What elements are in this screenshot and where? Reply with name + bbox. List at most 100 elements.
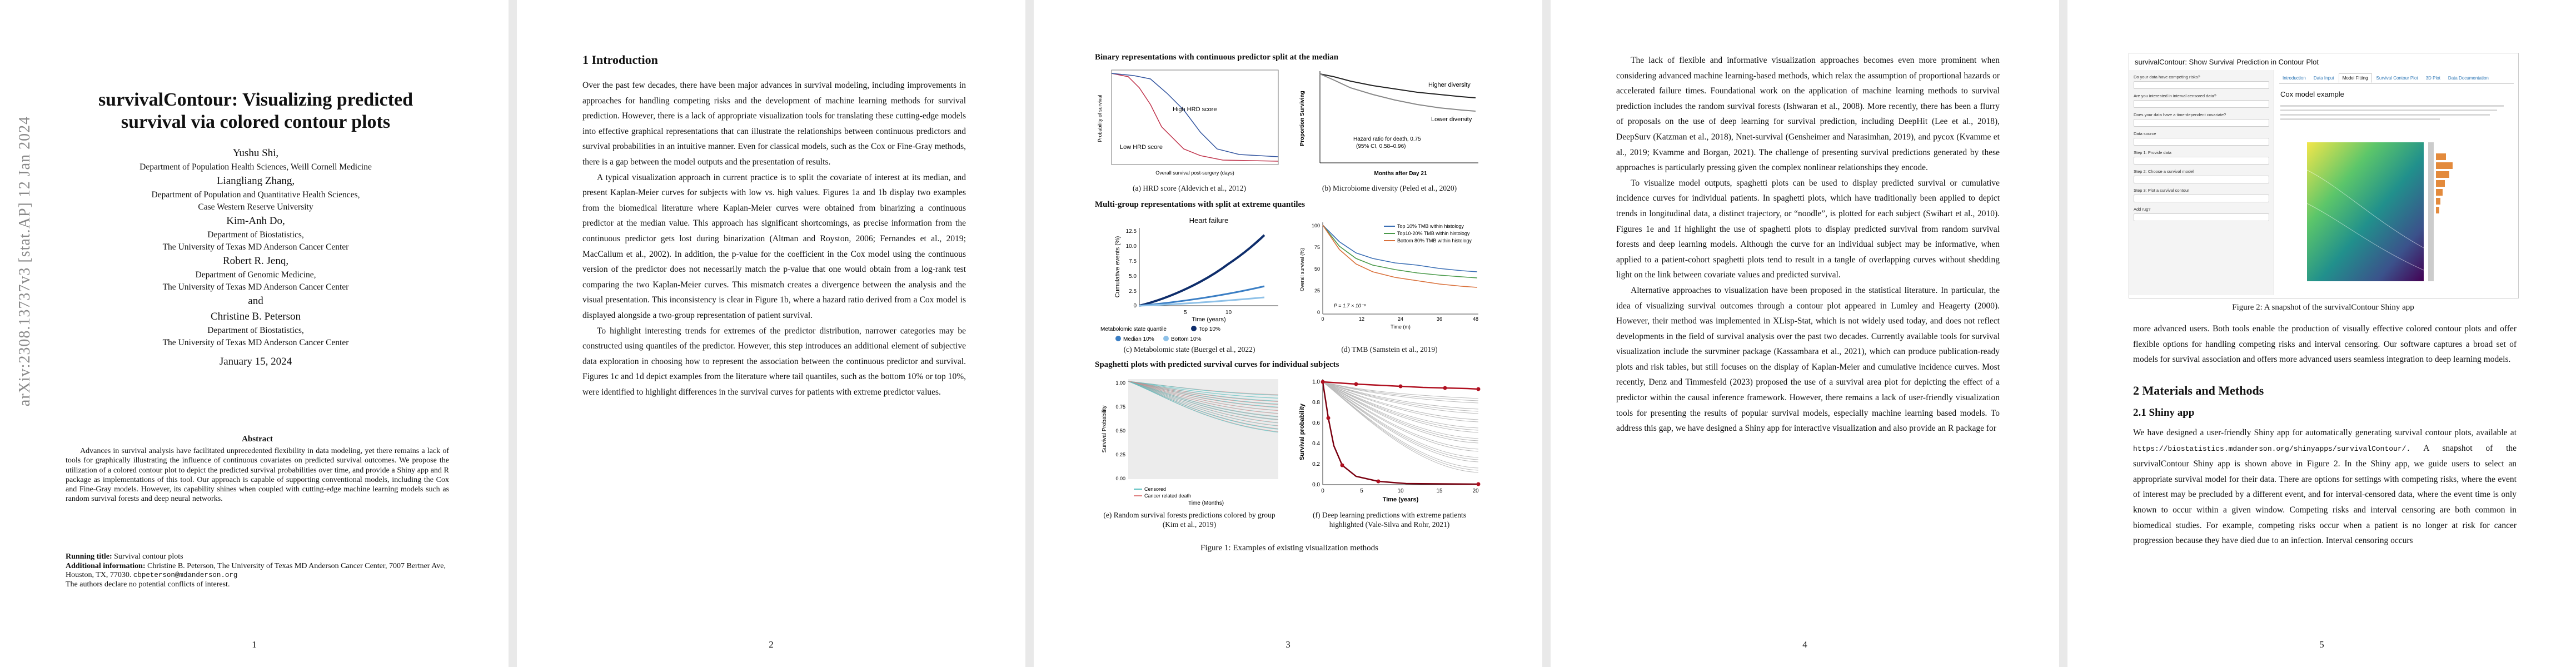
survival-curve [1128, 381, 1279, 399]
additional-info: Christine B. Peterson, The University of… [66, 561, 446, 580]
page-number: 3 [1285, 639, 1291, 650]
x-tick: 5 [1184, 310, 1187, 316]
y-tick: 0.0 [1312, 482, 1320, 488]
paper-date: January 15, 2024 [219, 356, 292, 367]
y-tick: 10.0 [1126, 243, 1137, 250]
curve-marker [1376, 479, 1381, 484]
paragraph: To visualize model outputs, spaghetti pl… [1616, 178, 2000, 280]
sidebar-control[interactable]: Are you interested in interval censored … [2134, 93, 2269, 108]
annotation: (95% CI, 0.58–0.96) [1356, 143, 1406, 150]
page-1: arXiv:2308.13737v3 [stat.AP] 12 Jan 2024… [0, 0, 509, 667]
page-number: 4 [1802, 639, 1807, 650]
app-tab-bar: Introduction Data Input Model Fitting Survi… [2279, 73, 2514, 84]
y-tick: 1.0 [1312, 379, 1320, 385]
spaghetti-plot-rsf: 1.00 0.75 0.50 0.25 0.00 Survival Probab… [1102, 379, 1279, 506]
y-axis-label: Probability of survival [1097, 94, 1103, 142]
sidebar-control[interactable]: Step 2: Choose a survival model [2134, 169, 2269, 183]
author-name: and [248, 295, 263, 307]
tab-data-documentation[interactable]: Data Documentation [2448, 76, 2489, 81]
legend-label: Lower diversity [1431, 116, 1472, 123]
y-axis-label: Overall survival (%) [1299, 248, 1305, 291]
sidebar-control[interactable]: Step 1: Provide data [2134, 150, 2269, 165]
page-number: 2 [769, 639, 774, 650]
tab-introduction[interactable]: Introduction [2283, 76, 2306, 81]
km-plot-hrd: High HRD score Low HRD score Probability… [1097, 69, 1279, 176]
tab-model-fitting[interactable]: Model Fitting [2338, 73, 2372, 83]
app-sidebar: Do your data have competing risks? Are yo… [2129, 70, 2274, 295]
control-label: Does your data have a time-dependent cov… [2134, 112, 2226, 117]
series-higher-diversity [1319, 73, 1476, 98]
front-matter-notes: Running title: Survival contour plots Ad… [66, 552, 455, 589]
survival-curve [1322, 381, 1479, 412]
x-axis-label: Time (years) [1192, 316, 1225, 323]
abstract-text: Advances in survival analysis have facil… [66, 447, 449, 504]
subfigure-caption: (f) Deep learning predictions with extre… [1313, 511, 1466, 529]
survival-curve [1322, 381, 1479, 444]
survival-curve [1128, 381, 1279, 414]
page-5: survivalContour: Show Survival Predictio… [2067, 0, 2576, 667]
control-input[interactable] [2134, 100, 2269, 108]
control-input[interactable] [2134, 119, 2269, 127]
paragraph: The lack of flexible and informative vis… [1616, 56, 2000, 173]
x-axis-label: Time (m) [1391, 324, 1411, 330]
author-affiliation: The University of Texas MD Anderson Canc… [162, 338, 349, 347]
x-tick: 36 [1437, 316, 1442, 322]
control-label: Step 3: Plot a survival contour [2134, 188, 2189, 193]
legend-label: Bottom 80% TMB within histology [1397, 238, 1472, 243]
subfigure-caption: (d) TMB (Samstein et al., 2019) [1341, 345, 1438, 354]
tab-data-input[interactable]: Data Input [2313, 76, 2334, 81]
sidebar-control[interactable]: Do your data have competing risks? [2134, 74, 2269, 89]
app-url-link[interactable]: https://biostatistics.mdanderson.org/shi… [2133, 444, 2411, 453]
author-name: Yushu Shi, [232, 147, 279, 159]
contact-email[interactable]: cbpeterson@mdanderson.org [133, 571, 238, 579]
page-2: 1 Introduction Over the past few decades… [517, 0, 1025, 667]
x-tick: 15 [1436, 488, 1443, 494]
curve-marker [1476, 482, 1481, 486]
paper-title: survivalContour: Visualizing predicted s… [98, 89, 413, 132]
section-heading: 2 Materials and Methods [2133, 384, 2264, 397]
body-text: The lack of flexible and informative vis… [1616, 53, 2000, 436]
body-text: more advanced users. Both tools enable t… [2133, 324, 2517, 365]
survival-curve [1322, 381, 1479, 399]
survival-curve [1322, 381, 1479, 422]
y-tick: 0.2 [1312, 461, 1320, 467]
series-bottom-10 [1139, 296, 1265, 307]
figure-row-title: Multi-group representations with split a… [1095, 200, 1306, 209]
control-input[interactable] [2134, 195, 2269, 202]
y-tick: 75 [1314, 245, 1320, 250]
survival-curve [1322, 381, 1479, 404]
y-axis-label: Cumulative events (%) [1114, 236, 1121, 298]
survival-curve [1128, 381, 1279, 408]
control-label: Data source [2134, 131, 2156, 136]
shiny-app-screenshot: survivalContour: Show Survival Predictio… [2129, 53, 2519, 298]
tab-3d-plot[interactable]: 3D Plot [2425, 76, 2440, 81]
control-input[interactable] [2134, 157, 2269, 165]
y-tick: 25 [1314, 288, 1320, 293]
paragraph-end: A snapshot of the survivalContour Shiny … [2133, 443, 2517, 546]
sidebar-control[interactable]: Add rug? [2134, 207, 2269, 221]
tab-survival-contour-plot[interactable]: Survival Contour Plot [2376, 76, 2418, 81]
x-tick: 48 [1473, 316, 1478, 322]
legend-label: Low HRD score [1120, 144, 1163, 151]
plot-frame [1111, 69, 1279, 165]
sidebar-control[interactable]: Does your data have a time-dependent cov… [2134, 112, 2269, 127]
p-value: P = 1.7 × 10⁻⁹ [1334, 303, 1366, 308]
control-input[interactable] [2134, 81, 2269, 89]
legend-title: Metabolomic state quantile [1100, 326, 1167, 332]
subfigure-caption: (b) Microbiome diversity (Peled et al., … [1322, 184, 1457, 192]
control-input[interactable] [2134, 138, 2269, 146]
control-input[interactable] [2134, 176, 2269, 183]
sidebar-control[interactable]: Step 3: Plot a survival contour [2134, 188, 2269, 202]
page-number: 5 [2319, 639, 2324, 650]
paragraph: To highlight interesting trends for extr… [582, 326, 966, 397]
author-affiliation: Department of Biostatistics, [207, 230, 304, 240]
series-bottom-80 [1322, 225, 1478, 288]
paragraph: A typical visualization approach in curr… [582, 172, 966, 320]
author-block: Yushu Shi, Department of Population Healt… [72, 146, 439, 368]
sidebar-control[interactable]: Data source [2134, 131, 2269, 146]
figure-row-title: Binary representations with continuous p… [1095, 53, 1339, 62]
control-input[interactable] [2134, 213, 2269, 221]
control-label: Add rug? [2134, 207, 2151, 212]
author-affiliation: Department of Genomic Medicine, [195, 270, 316, 280]
histogram [2436, 153, 2453, 213]
